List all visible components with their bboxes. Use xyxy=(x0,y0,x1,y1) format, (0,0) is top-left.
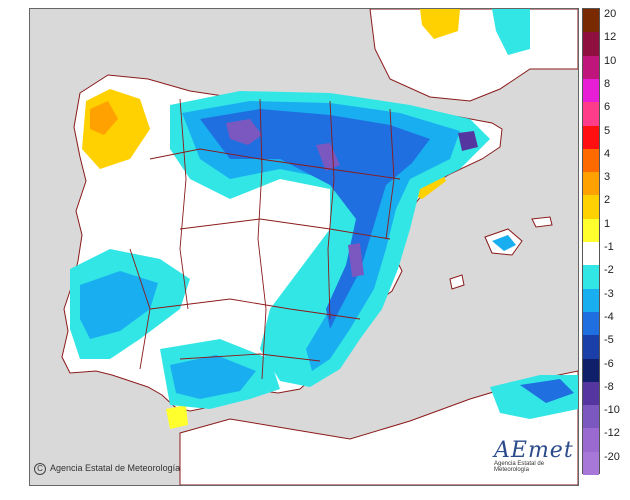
legend-label: -1 xyxy=(604,241,614,253)
legend-swatch xyxy=(583,311,599,336)
legend-label: 3 xyxy=(604,171,611,184)
cold-core-valencia xyxy=(348,243,364,277)
legend-swatch xyxy=(583,451,599,476)
legend-label: 8 xyxy=(604,77,611,90)
aemet-logo: AEmet Agencia Estatal de Meteorología xyxy=(494,438,574,473)
cold-core-iberico xyxy=(316,143,340,171)
legend-label: 20 xyxy=(604,8,617,20)
legend-swatch xyxy=(583,381,599,406)
legend-label: 1 xyxy=(604,217,611,230)
legend-swatch xyxy=(583,335,599,359)
balearic-menorca xyxy=(531,216,553,228)
legend-label: -5 xyxy=(604,334,614,347)
color-legend xyxy=(582,8,600,476)
credit-text: Agencia Estatal de Meteorología xyxy=(50,463,181,473)
logo-wordmark: AEmet xyxy=(494,438,574,463)
legend-label: 4 xyxy=(604,147,611,160)
north-africa xyxy=(179,370,578,485)
legend-swatch xyxy=(583,218,599,243)
legend-label: -4 xyxy=(604,310,614,323)
legend-swatch xyxy=(583,9,599,33)
credit-line: C Agencia Estatal de Meteorología xyxy=(34,463,180,475)
legend-swatch xyxy=(583,195,599,220)
legend-swatch xyxy=(583,55,599,80)
legend-swatch xyxy=(583,288,599,313)
legend-label: -6 xyxy=(604,357,614,370)
warm-patch-galicia-core xyxy=(90,101,118,135)
legend-label: 12 xyxy=(604,31,617,44)
warm-patch-france xyxy=(420,9,460,39)
legend-label: -3 xyxy=(604,287,614,300)
legend-label: 2 xyxy=(604,194,611,207)
legend-swatch xyxy=(583,428,599,453)
legend-swatch xyxy=(583,102,599,126)
legend-label: -2 xyxy=(604,264,614,277)
legend-label: -10 xyxy=(604,404,620,417)
legend-swatch xyxy=(583,265,599,290)
legend-swatch xyxy=(583,32,599,57)
legend-swatch xyxy=(583,78,599,103)
legend-swatch xyxy=(583,242,599,266)
legend-label: 6 xyxy=(604,101,611,114)
legend-label: 10 xyxy=(604,54,617,67)
cold-patch-southwest-mid xyxy=(80,271,158,339)
legend-swatch xyxy=(583,358,599,383)
warm-patch-southwest xyxy=(166,405,188,429)
legend-label: 5 xyxy=(604,124,611,137)
logo-subtitle: Agencia Estatal de Meteorología xyxy=(494,461,545,473)
region-borders xyxy=(129,98,401,380)
france-coast xyxy=(369,9,578,102)
cold-patch-south-mid xyxy=(170,355,256,399)
cold-patch-north-deep xyxy=(200,109,430,329)
cold-core-duero xyxy=(226,119,262,145)
cold-patch-france xyxy=(492,9,530,55)
legend-label: -8 xyxy=(604,380,614,393)
legend-swatch xyxy=(583,125,599,150)
map-canvas xyxy=(61,9,578,485)
copyright-icon: C xyxy=(34,463,46,475)
cold-patch-africa-mid xyxy=(520,379,574,403)
legend-swatch xyxy=(583,148,599,173)
cold-core-catalonia xyxy=(458,131,478,151)
legend-label: -20 xyxy=(604,450,620,463)
cold-patch-balearic xyxy=(492,235,516,251)
legend-swatch xyxy=(583,405,599,429)
balearic-ibiza xyxy=(449,274,465,290)
legend-label: -12 xyxy=(604,427,620,440)
temperature-anomaly-map xyxy=(29,8,579,486)
legend-swatch xyxy=(583,172,599,196)
